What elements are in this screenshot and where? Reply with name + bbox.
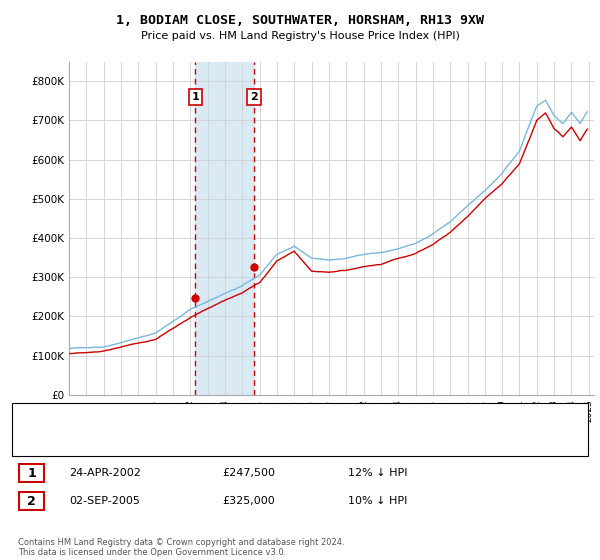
Text: 1, BODIAM CLOSE, SOUTHWATER, HORSHAM, RH13 9XW: 1, BODIAM CLOSE, SOUTHWATER, HORSHAM, RH… (116, 14, 484, 27)
Text: 12% ↓ HPI: 12% ↓ HPI (348, 468, 407, 478)
Text: HPI: Average price, detached house, Horsham: HPI: Average price, detached house, Hors… (72, 434, 297, 444)
Text: 10% ↓ HPI: 10% ↓ HPI (348, 496, 407, 506)
Text: 2: 2 (27, 494, 36, 508)
Text: 1: 1 (27, 466, 36, 480)
Text: £247,500: £247,500 (222, 468, 275, 478)
Text: 02-SEP-2005: 02-SEP-2005 (69, 496, 140, 506)
Text: Price paid vs. HM Land Registry's House Price Index (HPI): Price paid vs. HM Land Registry's House … (140, 31, 460, 41)
Text: Contains HM Land Registry data © Crown copyright and database right 2024.
This d: Contains HM Land Registry data © Crown c… (18, 538, 344, 557)
Text: 24-APR-2002: 24-APR-2002 (69, 468, 141, 478)
Bar (196, 62, 254, 395)
Text: 1, BODIAM CLOSE, SOUTHWATER, HORSHAM, RH13 9XW (detached house): 1, BODIAM CLOSE, SOUTHWATER, HORSHAM, RH… (72, 416, 437, 426)
Text: 2: 2 (250, 92, 258, 102)
Text: 1: 1 (191, 92, 199, 102)
FancyBboxPatch shape (19, 492, 44, 510)
Text: £325,000: £325,000 (222, 496, 275, 506)
FancyBboxPatch shape (19, 464, 44, 482)
